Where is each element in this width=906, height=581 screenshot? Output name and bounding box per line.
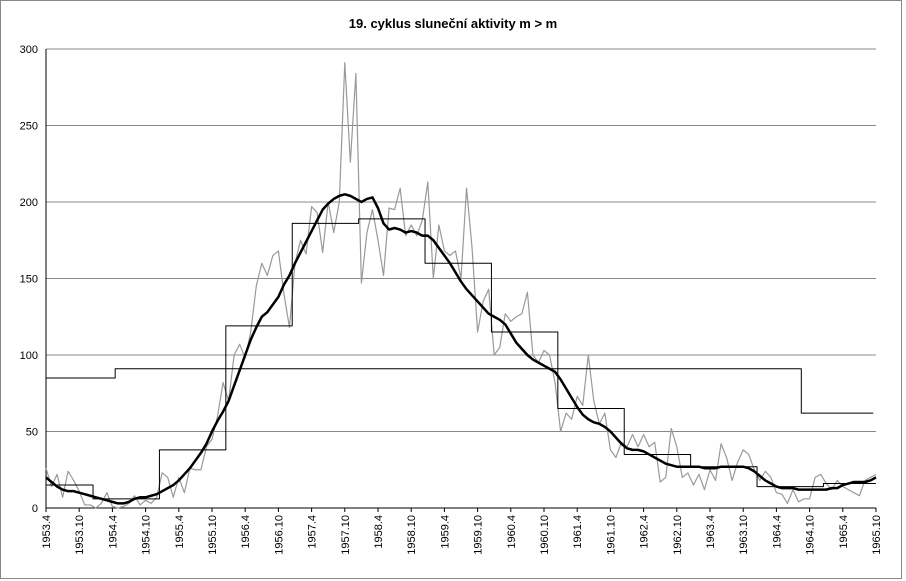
y-tick-label: 150 — [20, 274, 38, 286]
x-tick-label: 1965.4 — [838, 515, 850, 549]
chart-title: 19. cyklus sluneční aktivity m > m — [349, 16, 557, 31]
x-tick-label: 1953.10 — [74, 515, 86, 555]
step-line — [46, 368, 874, 414]
x-tick-label: 1958.10 — [406, 515, 418, 555]
x-tick-label: 1957.10 — [340, 515, 352, 555]
x-tick-label: 1961.4 — [572, 515, 584, 549]
y-tick-label: 200 — [20, 197, 38, 209]
data-line — [45, 193, 877, 505]
x-tick-label: 1954.4 — [107, 515, 119, 549]
y-tick-label: 0 — [32, 503, 38, 515]
x-tick-label: 1965.10 — [871, 515, 883, 555]
x-tick-label: 1959.4 — [439, 515, 451, 549]
x-tick-label: 1957.4 — [307, 515, 319, 549]
x-tick-label: 1962.10 — [672, 515, 684, 555]
x-tick-label: 1955.10 — [207, 515, 219, 555]
x-tick-label: 1961.10 — [605, 515, 617, 555]
x-tick-label: 1953.4 — [41, 515, 53, 549]
x-tick-label: 1964.4 — [771, 515, 783, 549]
x-tick-label: 1962.4 — [639, 515, 651, 549]
data-line — [45, 62, 877, 509]
y-tick-label: 300 — [20, 44, 38, 56]
x-tick-label: 1963.10 — [738, 515, 750, 555]
x-tick-label: 1956.10 — [273, 515, 285, 555]
x-tick-label: 1964.10 — [805, 515, 817, 555]
x-tick-label: 1956.4 — [240, 515, 252, 549]
x-tick-label: 1960.4 — [506, 515, 518, 549]
x-tick-label: 1960.10 — [539, 515, 551, 555]
x-tick-label: 1963.4 — [705, 515, 717, 549]
y-tick-label: 50 — [26, 427, 38, 439]
x-tick-label: 1955.4 — [174, 515, 186, 549]
y-tick-label: 250 — [20, 121, 38, 133]
y-tick-label: 100 — [20, 350, 38, 362]
x-tick-label: 1958.4 — [373, 515, 385, 549]
x-tick-label: 1954.10 — [141, 515, 153, 555]
x-tick-label: 1959.10 — [473, 515, 485, 555]
